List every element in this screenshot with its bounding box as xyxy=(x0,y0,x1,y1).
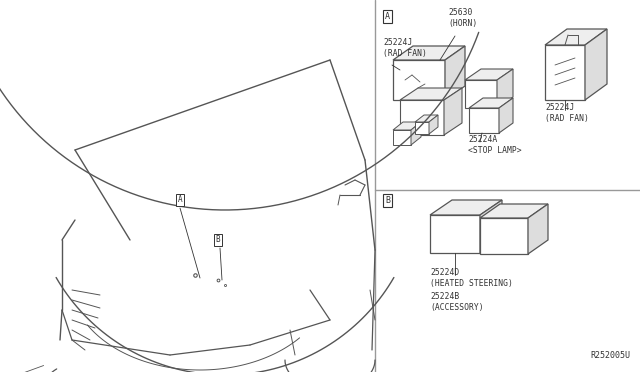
Polygon shape xyxy=(430,215,480,253)
Polygon shape xyxy=(465,80,497,108)
Polygon shape xyxy=(545,45,585,100)
Text: 25224A: 25224A xyxy=(468,135,497,144)
Polygon shape xyxy=(469,108,499,133)
Polygon shape xyxy=(411,122,421,145)
Text: 25224D: 25224D xyxy=(430,268,460,277)
Polygon shape xyxy=(430,200,502,215)
Polygon shape xyxy=(400,100,444,135)
Polygon shape xyxy=(465,69,513,80)
Polygon shape xyxy=(545,29,607,45)
Text: R252005U: R252005U xyxy=(590,351,630,360)
Text: B: B xyxy=(385,196,390,205)
Text: 25224J: 25224J xyxy=(383,38,412,47)
Text: A: A xyxy=(385,12,390,21)
Text: (HEATED STEERING): (HEATED STEERING) xyxy=(430,279,513,288)
Polygon shape xyxy=(497,69,513,108)
Text: A: A xyxy=(178,196,182,205)
Text: B: B xyxy=(216,235,220,244)
Polygon shape xyxy=(429,115,438,134)
Polygon shape xyxy=(528,204,548,254)
Polygon shape xyxy=(585,29,607,100)
Polygon shape xyxy=(393,46,465,60)
Polygon shape xyxy=(480,218,528,254)
Polygon shape xyxy=(469,98,513,108)
Polygon shape xyxy=(499,98,513,133)
Text: (RAD FAN): (RAD FAN) xyxy=(545,114,589,123)
Polygon shape xyxy=(444,88,462,135)
Text: (HORN): (HORN) xyxy=(448,19,477,28)
Text: 25630: 25630 xyxy=(448,8,472,17)
Text: <STOP LAMP>: <STOP LAMP> xyxy=(468,146,522,155)
Polygon shape xyxy=(445,46,465,100)
Polygon shape xyxy=(393,60,445,100)
Polygon shape xyxy=(415,122,429,134)
Text: (RAD FAN): (RAD FAN) xyxy=(383,49,427,58)
Polygon shape xyxy=(393,130,411,145)
Polygon shape xyxy=(480,204,548,218)
Text: 25224J: 25224J xyxy=(545,103,574,112)
Text: 25224B: 25224B xyxy=(430,292,460,301)
Polygon shape xyxy=(480,200,502,253)
Polygon shape xyxy=(393,122,421,130)
Polygon shape xyxy=(415,115,438,122)
Text: (ACCESSORY): (ACCESSORY) xyxy=(430,303,484,312)
Polygon shape xyxy=(400,88,462,100)
